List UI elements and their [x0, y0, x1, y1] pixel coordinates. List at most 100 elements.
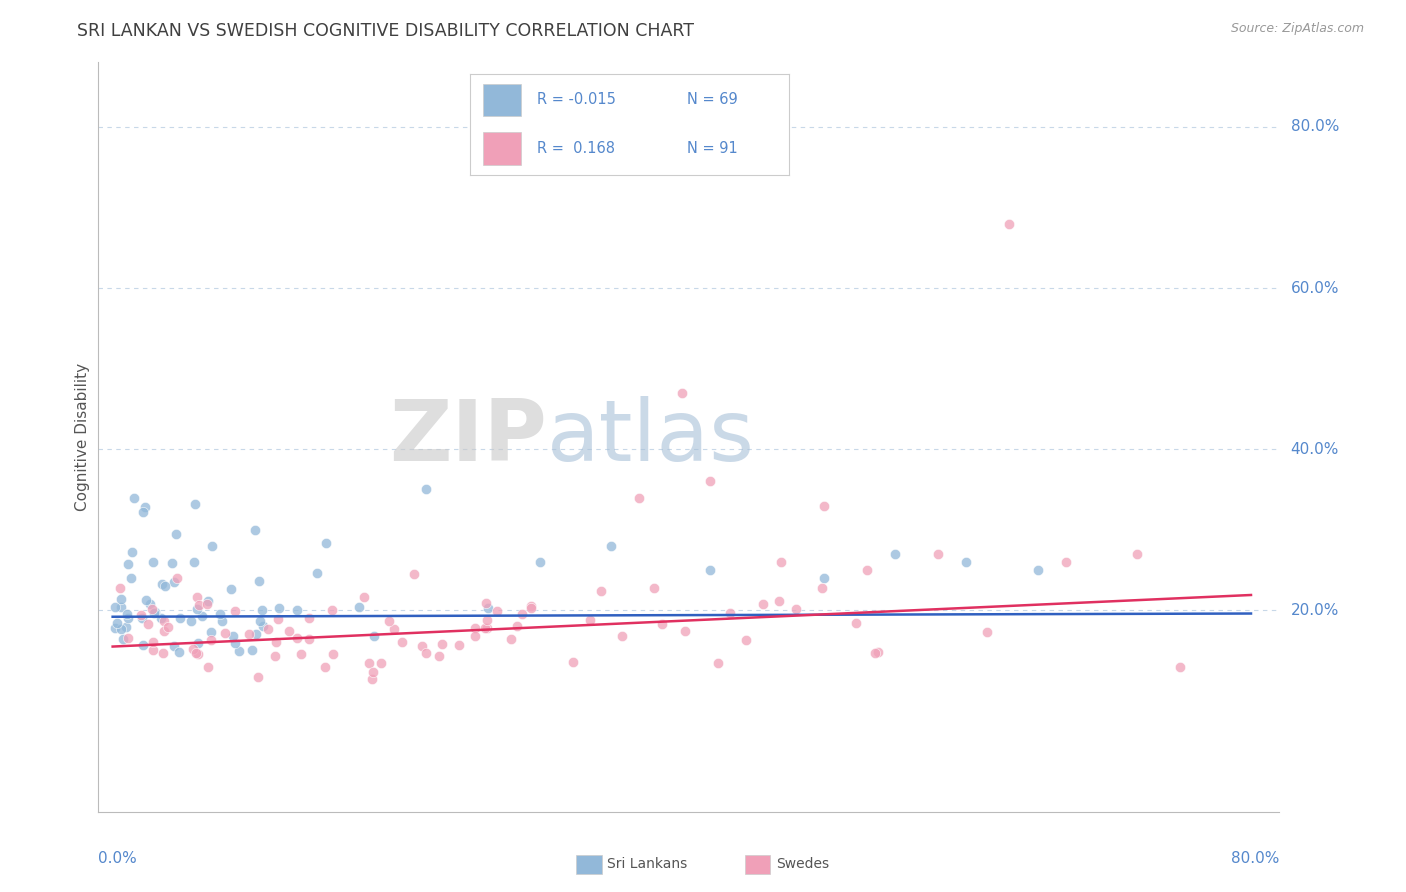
Point [246, 670, 269, 684]
Point [197, 594, 219, 608]
Point [138, 597, 160, 611]
Point [224, 604, 246, 618]
Point [278, 624, 301, 639]
Point [142, 635, 165, 649]
Point [391, 634, 413, 648]
Point [131, 610, 153, 624]
Point [250, 603, 273, 617]
Point [927, 547, 949, 561]
Point [976, 624, 998, 639]
Text: 0.0%: 0.0% [98, 851, 138, 865]
Point [651, 616, 673, 631]
Point [114, 619, 136, 633]
Point [562, 655, 585, 669]
Point [579, 613, 602, 627]
Point [321, 603, 343, 617]
Point [184, 497, 207, 511]
Text: SRI LANKAN VS SWEDISH COGNITIVE DISABILITY CORRELATION CHART: SRI LANKAN VS SWEDISH COGNITIVE DISABILI… [77, 22, 695, 40]
Point [132, 505, 155, 519]
Point [186, 648, 208, 662]
Point [378, 614, 401, 628]
Point [404, 567, 426, 582]
Point [117, 611, 139, 625]
Point [181, 641, 204, 656]
Point [150, 611, 173, 625]
Point [1168, 659, 1191, 673]
Point [845, 616, 868, 631]
Point [770, 555, 793, 569]
Point [290, 647, 312, 661]
Point [221, 629, 243, 643]
Point [415, 483, 437, 497]
Point [156, 620, 179, 634]
Y-axis label: Cognitive Disability: Cognitive Disability [75, 363, 90, 511]
Point [353, 590, 375, 604]
Point [183, 555, 205, 569]
Point [124, 491, 146, 506]
Point [187, 636, 209, 650]
Point [510, 607, 533, 621]
Point [197, 660, 219, 674]
Point [247, 574, 270, 588]
Point [240, 643, 263, 657]
Point [267, 601, 290, 615]
Point [599, 539, 621, 553]
Point [464, 621, 486, 635]
Point [1054, 555, 1077, 569]
Point [643, 582, 665, 596]
Point [104, 600, 127, 615]
Point [449, 639, 471, 653]
Point [475, 596, 498, 610]
Point [1126, 547, 1149, 561]
Text: 60.0%: 60.0% [1291, 280, 1339, 295]
Point [142, 643, 165, 657]
Point [186, 591, 208, 605]
Point [105, 616, 128, 631]
Point [529, 555, 551, 569]
Point [110, 591, 132, 606]
Point [699, 475, 721, 489]
Point [141, 555, 163, 569]
Point [143, 606, 166, 620]
Point [477, 613, 499, 627]
Point [243, 523, 266, 537]
Point [884, 547, 907, 561]
Point [813, 571, 835, 585]
Text: atlas: atlas [547, 395, 755, 479]
Point [707, 656, 730, 670]
Point [129, 607, 152, 622]
Point [430, 637, 453, 651]
Point [138, 616, 160, 631]
Point [464, 629, 486, 643]
Point [363, 629, 385, 643]
Point [224, 636, 246, 650]
Point [180, 614, 202, 628]
Point [121, 545, 143, 559]
Point [474, 621, 496, 635]
Point [121, 571, 143, 585]
Point [169, 611, 191, 625]
Point [117, 632, 139, 646]
Point [201, 539, 224, 553]
Point [249, 614, 271, 628]
Point [501, 632, 523, 646]
Point [163, 574, 186, 589]
Point [184, 646, 207, 660]
Point [477, 601, 499, 615]
Point [219, 582, 242, 596]
Point [998, 217, 1021, 231]
Point [108, 582, 131, 596]
Point [868, 645, 890, 659]
Point [734, 633, 756, 648]
Point [382, 622, 405, 636]
Point [305, 566, 328, 580]
Point [117, 557, 139, 571]
Point [211, 614, 233, 628]
Point [768, 593, 790, 607]
Point [370, 656, 392, 670]
Point [810, 581, 832, 595]
Point [245, 627, 267, 641]
Point [263, 648, 285, 663]
Point [520, 599, 543, 614]
Text: 80.0%: 80.0% [1232, 851, 1279, 865]
